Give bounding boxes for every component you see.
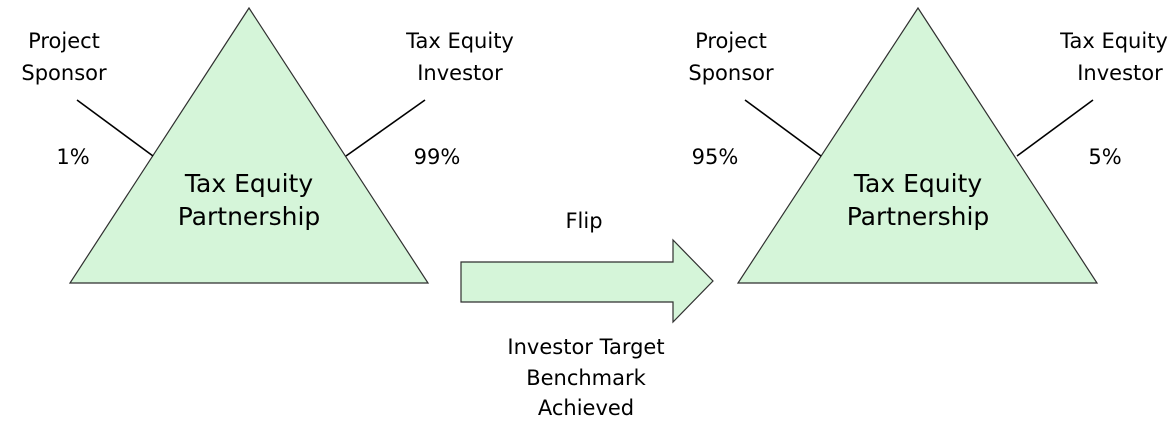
party-label: Project [28,29,100,53]
leader-line [744,99,822,157]
party-label: Tax Equity [405,29,514,53]
share-label: 99% [414,145,461,169]
partnership-triangle [68,6,430,284]
partnership-label: Partnership [178,202,321,231]
party-label: Tax Equity [1059,29,1168,53]
party-label: Investor [1077,61,1163,85]
party-label: Sponsor [688,61,774,85]
arrow-caption: Investor Target [507,335,664,359]
arrow-caption: Benchmark [526,366,646,390]
flip-arrow [460,238,714,324]
leader-line [345,99,426,157]
leader-line [76,99,154,157]
leader-line [1016,99,1094,157]
party-label: Investor [417,61,503,85]
share-label: 1% [56,145,89,169]
arrow-label: Flip [565,209,602,233]
party-label: Sponsor [21,61,107,85]
arrow-caption: Achieved [538,396,634,420]
partnership-label: Tax Equity [184,169,313,198]
party-label: Project [695,29,767,53]
partnership-label: Partnership [847,202,990,231]
partnership-triangle [736,6,1099,284]
share-label: 95% [692,145,739,169]
partnership-label: Tax Equity [853,169,982,198]
share-label: 5% [1088,145,1121,169]
